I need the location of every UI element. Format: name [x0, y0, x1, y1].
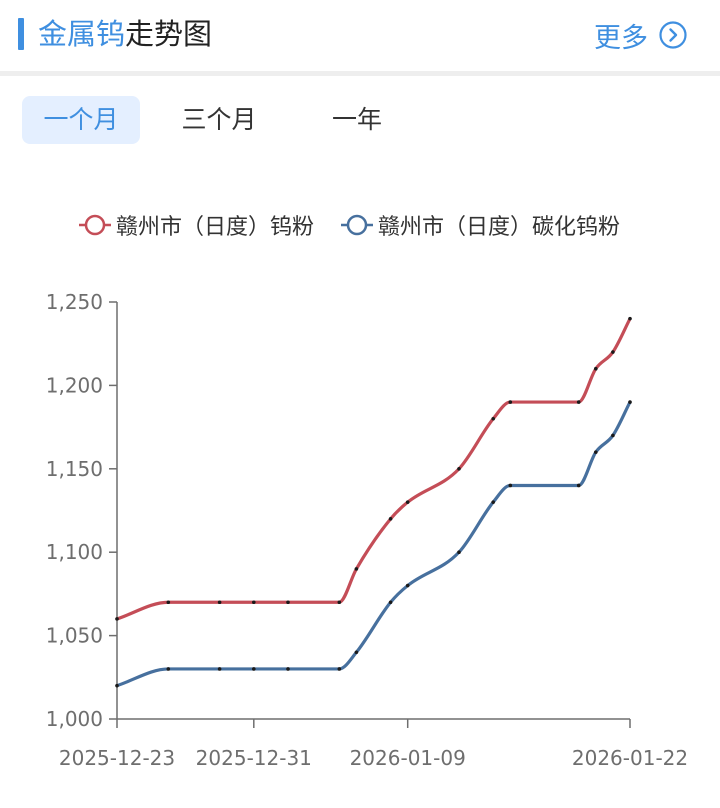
data-point	[252, 667, 256, 671]
title-suffix: 走势图	[125, 17, 213, 51]
y-tick-label: 1,250	[46, 290, 103, 314]
data-point	[508, 483, 513, 488]
data-point	[115, 617, 119, 621]
x-tick-label: 2025-12-23	[59, 746, 175, 770]
period-tabs: 一个月 三个月 一年	[0, 96, 720, 144]
data-point	[405, 583, 410, 588]
chart-legend: 赣州市（日度）钨粉 赣州市（日度）碳化钨粉	[0, 205, 720, 245]
title-accent-bar	[18, 18, 24, 50]
tab-three-months[interactable]: 三个月	[181, 105, 257, 134]
data-point	[594, 450, 598, 454]
data-point	[337, 667, 342, 671]
chevron-right-circle-icon	[659, 21, 687, 49]
page-title: 金属钨走势图	[38, 14, 212, 54]
y-tick-label: 1,200	[46, 373, 103, 397]
data-point	[628, 400, 632, 404]
data-point	[354, 567, 359, 571]
data-point	[115, 683, 119, 688]
data-point	[166, 667, 171, 671]
legend-item-tungsten-carbide-powder[interactable]: 赣州市（日度）碳化钨粉	[340, 205, 620, 245]
legend-line-marker-icon	[341, 214, 373, 236]
data-point	[388, 517, 393, 521]
data-point	[491, 416, 496, 421]
data-point	[166, 600, 171, 605]
tab-one-year[interactable]: 一年	[331, 105, 382, 134]
y-tick-label: 1,050	[46, 624, 103, 648]
data-point	[286, 667, 290, 671]
title-metal-name: 金属钨	[38, 17, 126, 51]
data-point	[594, 366, 598, 371]
legend-line-marker-icon	[79, 214, 111, 236]
data-point	[457, 550, 461, 554]
line-chart: 1,000 1,050 1,100 1,150 1,200 1,250 2025-12-23…	[46, 290, 688, 770]
header-divider	[0, 71, 720, 76]
more-label: 更多	[594, 22, 648, 54]
data-point	[252, 600, 256, 605]
x-tick-label: 2026-01-09	[350, 746, 466, 770]
legend-label: 赣州市（日度）钨粉	[116, 215, 315, 240]
x-tick-label: 2025-12-31	[196, 746, 312, 770]
tab-one-month[interactable]: 一个月	[22, 96, 140, 144]
data-point	[217, 600, 222, 605]
legend-item-tungsten-powder[interactable]: 赣州市（日度）钨粉	[78, 205, 314, 245]
card-header: 金属钨走势图 更多	[0, 0, 720, 72]
data-point	[508, 400, 513, 404]
y-tick-label: 1,150	[46, 457, 103, 481]
data-point	[576, 483, 581, 488]
data-point	[217, 667, 222, 671]
more-link[interactable]: 更多	[594, 16, 688, 54]
data-point	[628, 316, 632, 321]
y-tick-label: 1,000	[46, 707, 103, 731]
data-point	[576, 400, 581, 404]
data-point	[337, 600, 342, 605]
data-point	[611, 350, 615, 354]
y-tick-label: 1,100	[46, 540, 103, 564]
data-point	[286, 600, 290, 605]
x-tick-label: 2026-01-22	[572, 746, 688, 770]
data-point	[611, 433, 615, 438]
data-point	[457, 467, 461, 471]
data-point	[405, 500, 410, 504]
series-line-tungsten-powder	[115, 317, 632, 621]
data-point	[388, 600, 393, 605]
legend-label: 赣州市（日度）碳化钨粉	[378, 215, 621, 240]
series-line-tungsten-carbide-powder	[115, 400, 632, 688]
data-point	[354, 650, 359, 655]
data-point	[491, 500, 496, 504]
